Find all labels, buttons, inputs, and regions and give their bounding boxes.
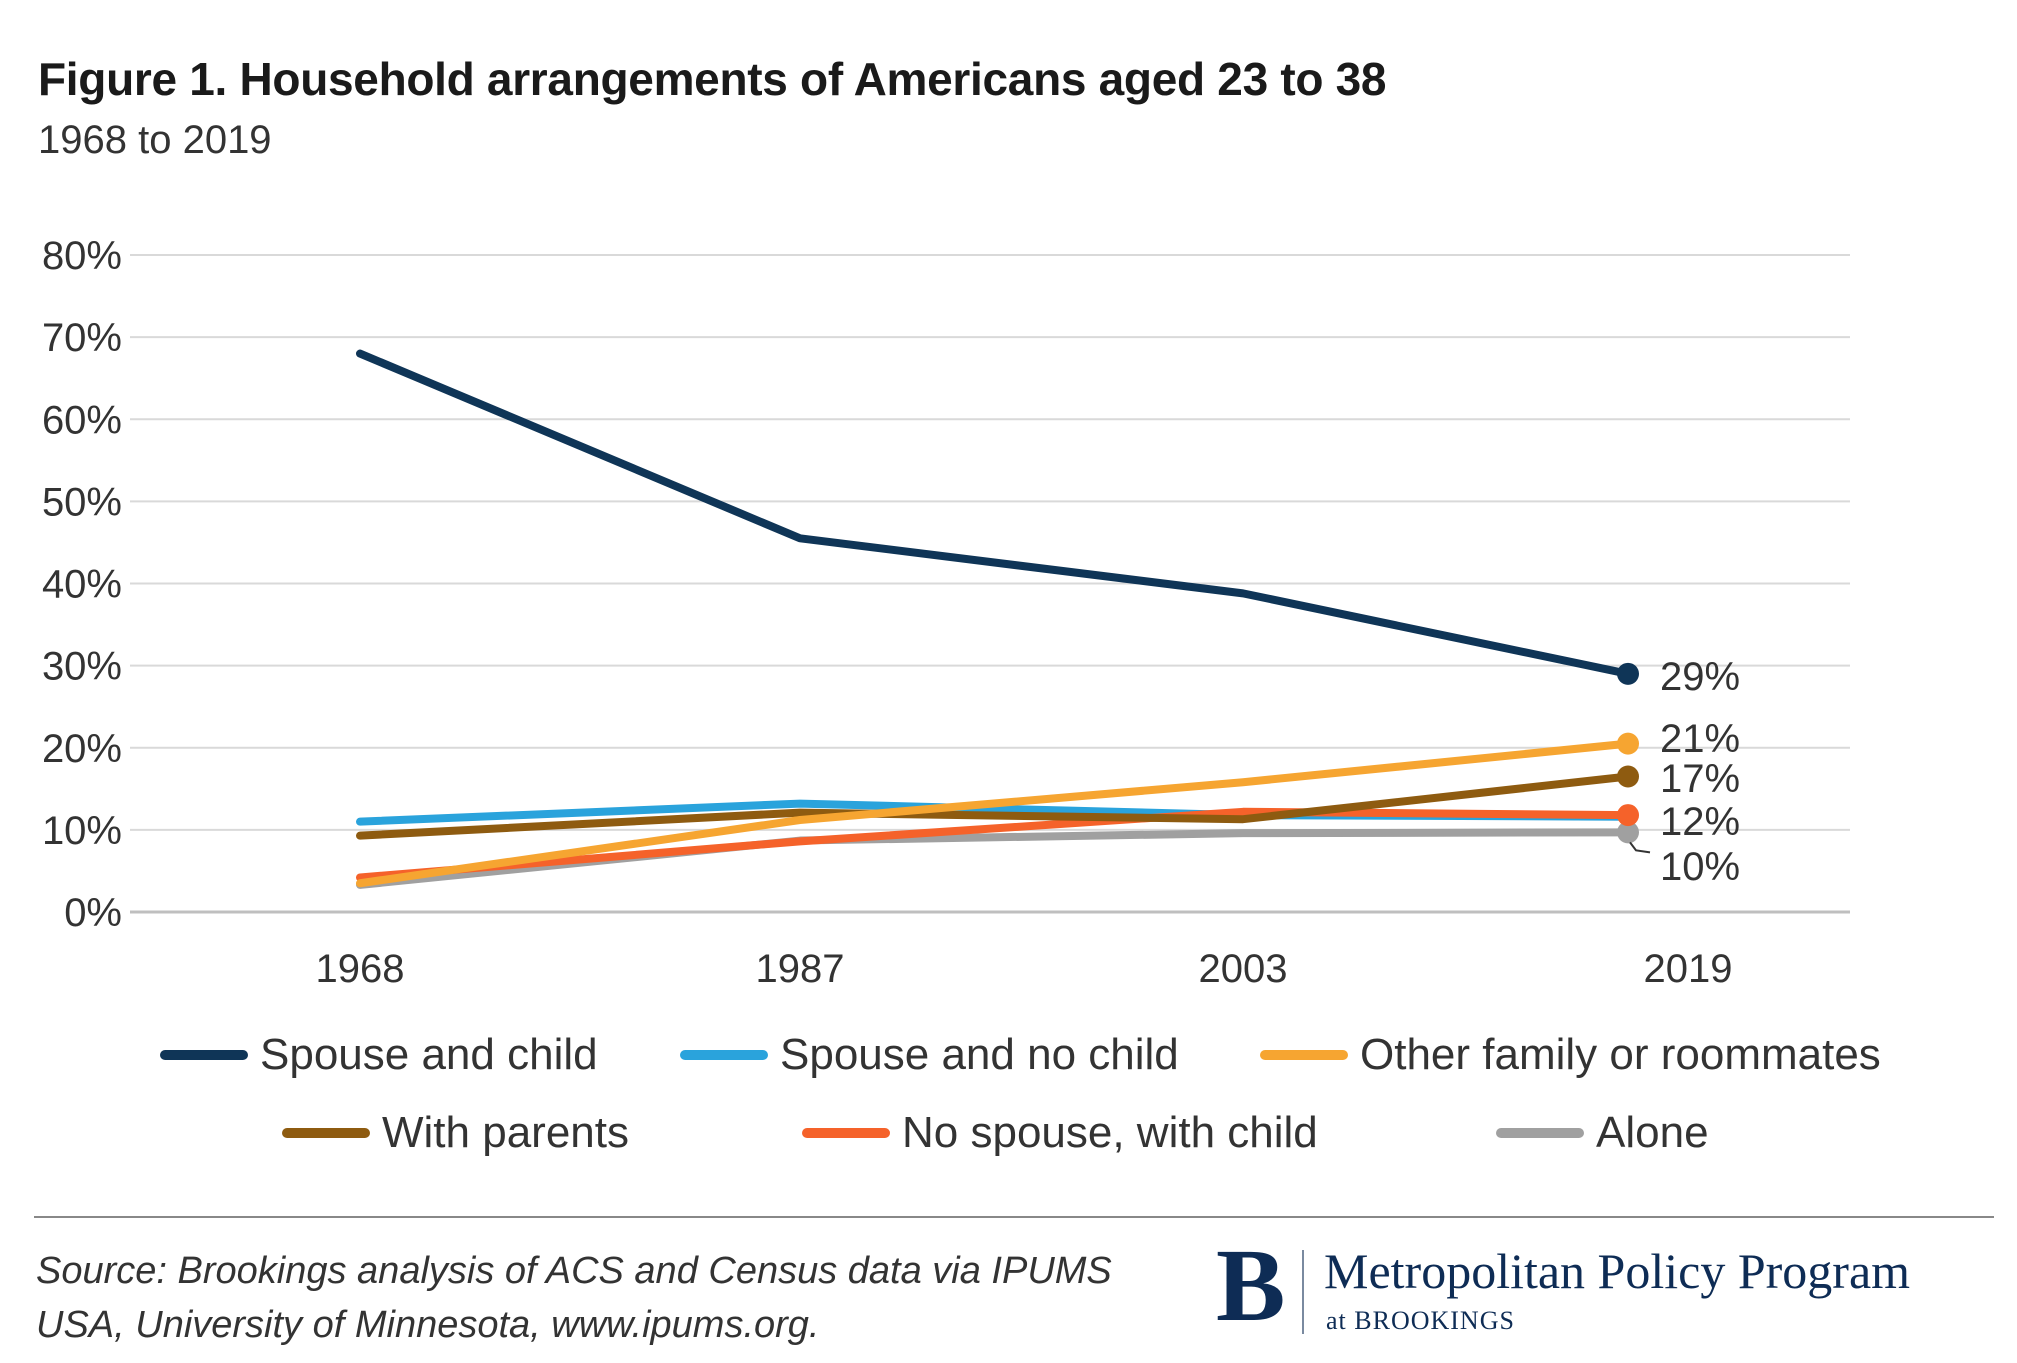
label-leader-line — [1629, 841, 1651, 854]
legend-swatch — [160, 1050, 248, 1060]
y-tick-label: 70% — [42, 316, 122, 360]
legend-label: Other family or roommates — [1360, 1030, 1881, 1079]
end-value-label: 21% — [1660, 717, 1740, 761]
legend-swatch — [1496, 1128, 1584, 1138]
y-tick-label: 30% — [42, 645, 122, 689]
end-value-label: 10% — [1660, 845, 1740, 889]
x-tick-label: 1987 — [756, 947, 845, 991]
end-labels: 29% 21%17%12%10% — [1629, 655, 1740, 889]
end-value-label: 17% — [1660, 757, 1740, 801]
legend-swatch — [1260, 1050, 1348, 1060]
footer-divider — [34, 1216, 1994, 1218]
logo-divider — [1302, 1250, 1304, 1334]
legend-swatch — [680, 1050, 768, 1060]
end-point-marker — [1617, 765, 1639, 788]
x-tick-label: 2003 — [1199, 947, 1288, 991]
y-tick-label: 80% — [42, 234, 122, 278]
chart-subtitle: 1968 to 2019 — [38, 118, 272, 162]
program-name: Metropolitan Policy Program — [1324, 1243, 1911, 1299]
chart-series — [356, 349, 1639, 889]
series-line — [356, 349, 1632, 678]
brookings-b-logo-icon: B — [1216, 1228, 1286, 1343]
chart-gridlines — [130, 254, 1850, 914]
y-tick-label: 50% — [42, 480, 122, 524]
y-axis-ticks: 0% 10% 20% 30% 40% 50% 60% 70% 80% — [42, 234, 122, 935]
y-tick-label: 20% — [42, 727, 122, 771]
end-point-marker — [1617, 732, 1639, 755]
y-tick-label: 60% — [42, 398, 122, 442]
y-tick-label: 40% — [42, 563, 122, 607]
y-tick-label: 0% — [64, 891, 122, 935]
legend-item-other-family-or-roommates: Other family or roommates — [1260, 1030, 1881, 1080]
legend-item-no-spouse-with-child: No spouse, with child — [802, 1108, 1318, 1158]
legend-item-spouse-and-child: Spouse and child — [160, 1030, 598, 1080]
legend-item-with-parents: With parents — [282, 1108, 629, 1158]
series-line — [356, 807, 1632, 882]
brookings-logo: B Metropolitan Policy Program at BROOKIN… — [1216, 1234, 1996, 1340]
source-line-1: Source: Brookings analysis of ACS and Ce… — [36, 1250, 1112, 1292]
end-value-label: 29% — [1660, 655, 1740, 699]
source-line-2: USA, University of Minnesota, www.ipums.… — [36, 1304, 820, 1346]
end-value-label: 12% — [1660, 800, 1740, 844]
x-tick-label: 1968 — [316, 947, 405, 991]
legend-label: Spouse and child — [260, 1030, 598, 1079]
x-axis-ticks: 1968 1987 2003 2019 — [316, 947, 1733, 991]
legend-swatch — [802, 1128, 890, 1138]
source-note: Source: Brookings analysis of ACS and Ce… — [36, 1244, 1176, 1352]
line-chart: 0% 10% 20% 30% 40% 50% 60% 70% 80% 1968 1987 2003 2… — [42, 234, 1850, 991]
y-tick-label: 10% — [42, 809, 122, 853]
program-affiliation: at BROOKINGS — [1326, 1306, 1515, 1335]
end-point-marker — [1617, 662, 1639, 685]
series-line — [356, 739, 1632, 888]
chart-title: Figure 1. Household arrangements of Amer… — [38, 53, 1387, 105]
legend-label: No spouse, with child — [902, 1108, 1318, 1157]
legend-item-alone: Alone — [1496, 1108, 1709, 1158]
legend-label: With parents — [382, 1108, 629, 1157]
legend-label: Spouse and no child — [780, 1030, 1179, 1079]
x-tick-label: 2019 — [1644, 947, 1733, 991]
end-point-marker — [1617, 821, 1639, 844]
end-point-marker — [1617, 804, 1639, 827]
legend-swatch — [282, 1128, 370, 1138]
series-line — [356, 772, 1632, 840]
legend-label: Alone — [1596, 1108, 1709, 1157]
legend-item-spouse-and-no-child: Spouse and no child — [680, 1030, 1179, 1080]
